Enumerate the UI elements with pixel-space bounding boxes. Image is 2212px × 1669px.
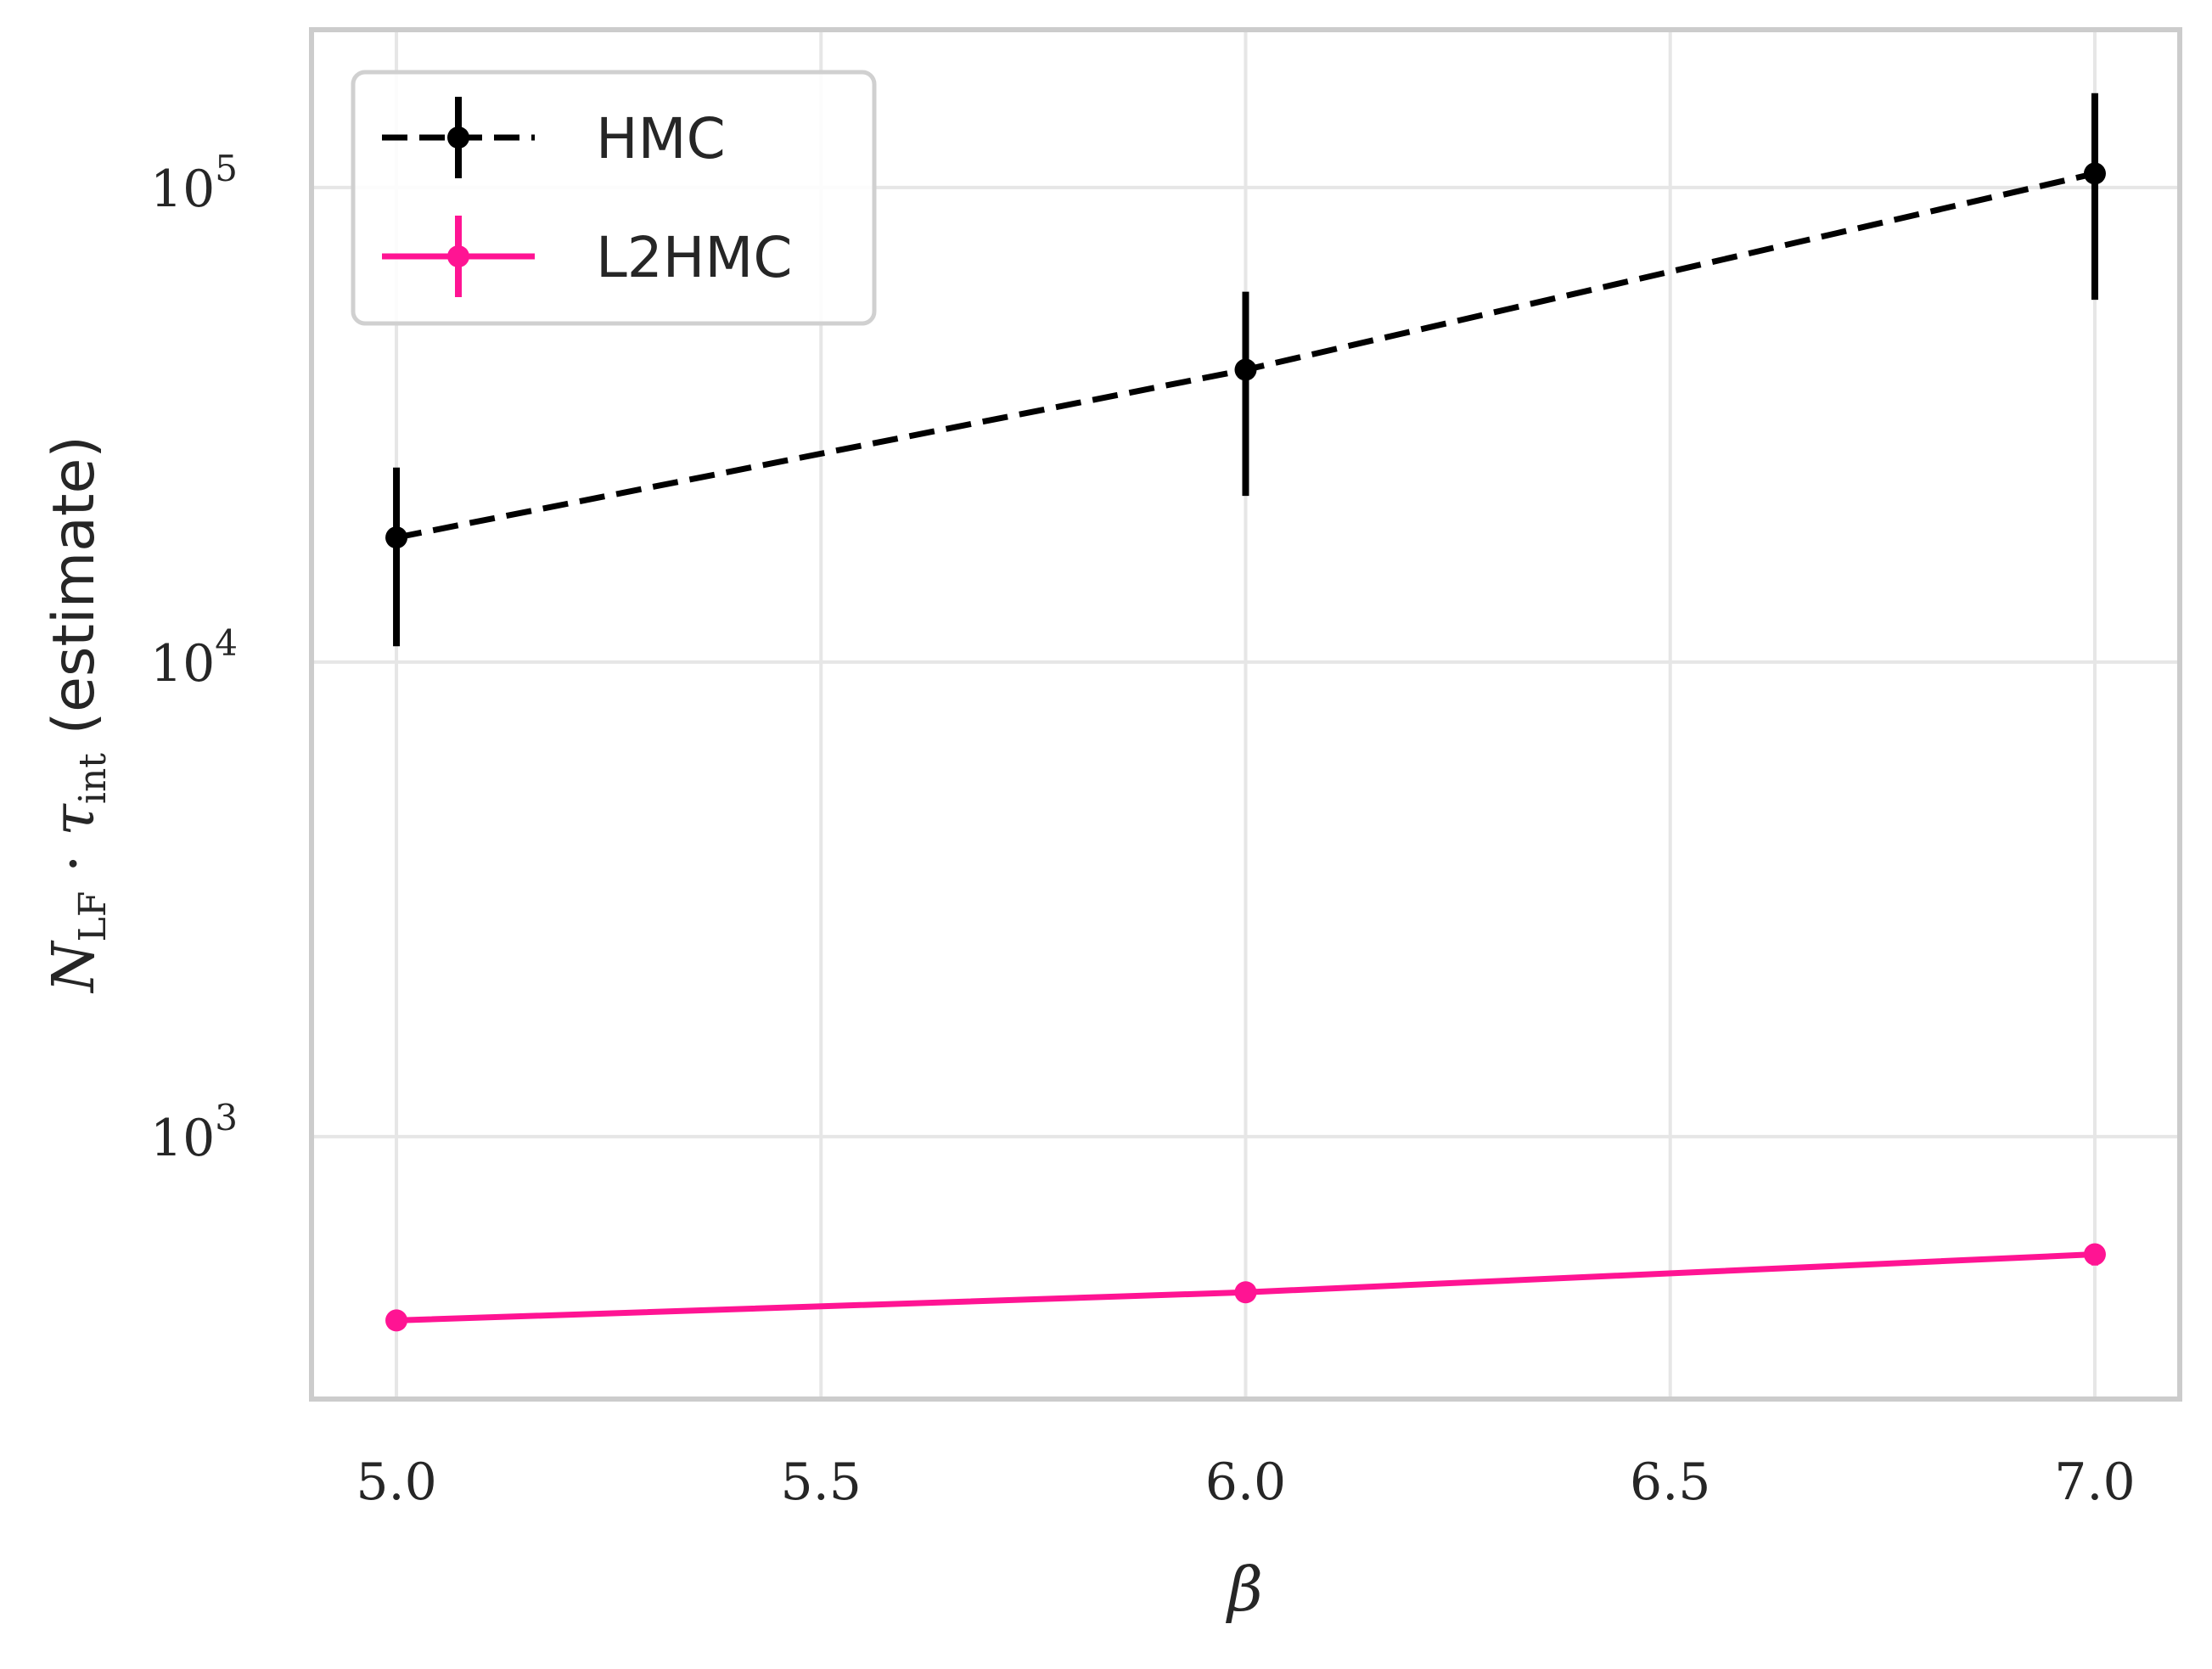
series-l2hmc	[385, 1243, 2106, 1332]
data-point	[385, 526, 408, 549]
x-tick-labels: 5.0 5.5 6.0 6.5 7.0	[356, 1453, 2135, 1512]
data-point	[2083, 1243, 2106, 1266]
svg-text:NLF · τint (estimate): NLF · τint (estimate)	[41, 436, 115, 994]
data-point	[1234, 1281, 1257, 1304]
y-label-tau-sub: int	[71, 753, 115, 804]
x-tick-label: 5.0	[356, 1453, 436, 1512]
x-axis-label: β	[1225, 1554, 1263, 1625]
legend-entry-hmc: HMC	[382, 97, 726, 178]
legend-label: HMC	[596, 106, 726, 171]
y-tick-labels: 103 104 105	[150, 148, 238, 1168]
y-axis-label: NLF · τint (estimate)	[41, 436, 115, 994]
plot-frame	[309, 27, 2182, 1402]
legend-marker	[447, 126, 469, 149]
legend-box	[351, 70, 877, 326]
series-hmc	[385, 93, 2106, 647]
data-point	[2083, 162, 2106, 185]
y-label-dot: ·	[41, 836, 108, 891]
y-tick-label: 105	[150, 148, 238, 219]
y-label-tau: τ	[41, 803, 108, 836]
data-point	[1234, 358, 1257, 381]
x-tick-label: 6.5	[1630, 1453, 1710, 1512]
y-label-n-sub: LF	[71, 891, 115, 942]
x-tick-label: 5.5	[781, 1453, 862, 1512]
legend: HMC L2HMC	[351, 70, 877, 326]
x-tick-label: 6.0	[1205, 1453, 1286, 1512]
data-point	[385, 1309, 408, 1332]
y-tick-label: 104	[150, 622, 238, 694]
y-label-n: N	[41, 940, 108, 994]
y-label-suffix: (estimate)	[41, 436, 108, 753]
y-tick-label: 103	[150, 1097, 238, 1168]
legend-entry-l2hmc: L2HMC	[382, 216, 792, 297]
legend-marker	[447, 245, 469, 267]
x-tick-label: 7.0	[2054, 1453, 2135, 1512]
series-layer	[385, 93, 2106, 1332]
legend-label: L2HMC	[596, 225, 792, 290]
